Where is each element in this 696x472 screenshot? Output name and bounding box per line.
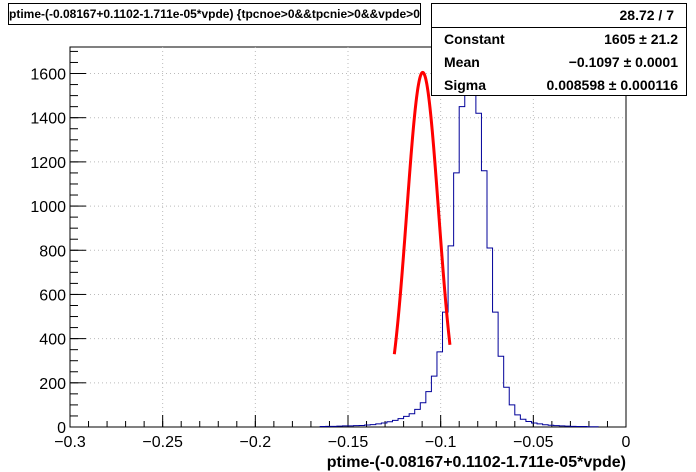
stats-label: Mean [444,54,480,70]
stats-value: 0.008598 ± 0.000116 [546,77,678,93]
x-tick-label: −0.3 [54,434,86,451]
x-tick-label: −0.15 [328,434,369,451]
y-tick-label: 1400 [30,111,66,128]
gaussian-fit-curve [392,70,452,355]
y-tick-label: 800 [39,243,66,260]
stats-chi2-ndf: 28.72 / 7 [619,7,675,23]
stats-box: 28.72 / 7 Constant 1605 ± 21.2 Mean −0.1… [431,3,687,96]
y-tick-label: 1000 [30,199,66,216]
y-tick-label: 400 [39,332,66,349]
stats-label: Sigma [444,77,487,93]
chart-title: ptime-(-0.08167+0.1102-1.711e-05*vpde) {… [8,3,421,25]
y-tick-label: 0 [57,420,66,437]
y-tick-label: 1600 [30,67,66,84]
y-tick-label: 1200 [30,155,66,172]
stats-label: Constant [444,31,505,47]
stats-header-row: 28.72 / 7 [432,4,686,28]
y-tick-label: 600 [39,287,66,304]
stats-value: −0.1097 ± 0.0001 [568,54,678,70]
histogram-outline [319,64,599,428]
x-tick-label: −0.05 [513,434,554,451]
x-tick-label: 0 [622,434,631,451]
y-tick-label: 200 [39,376,66,393]
x-tick-label: −0.1 [425,434,457,451]
stats-row-constant: Constant 1605 ± 21.2 [432,28,686,51]
x-tick-label: −0.25 [142,434,183,451]
x-axis-label: ptime-(-0.08167+0.1102-1.711e-05*vpde) [327,454,626,471]
x-tick-label: −0.2 [240,434,272,451]
stats-value: 1605 ± 21.2 [604,31,678,47]
stats-row-sigma: Sigma 0.008598 ± 0.000116 [432,74,686,97]
stats-row-mean: Mean −0.1097 ± 0.0001 [432,51,686,74]
